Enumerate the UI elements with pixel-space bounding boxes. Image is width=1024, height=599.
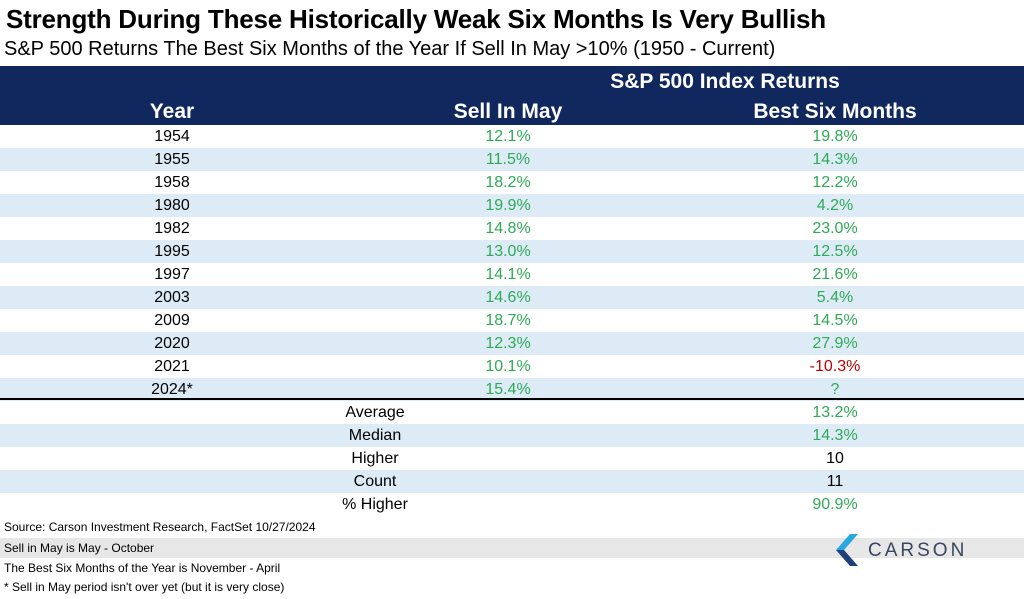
stat-value: 90.9% (812, 496, 858, 513)
sell-in-may-cell: 14.8% (485, 220, 531, 237)
sell-in-may-cell: 13.0% (485, 243, 531, 260)
stat-label: % Higher (342, 496, 408, 513)
best-six-months-cell: 4.2% (816, 197, 854, 214)
table-row: 1955 11.5% 14.3% (0, 148, 1024, 171)
table-row: 1958 18.2% 12.2% (0, 171, 1024, 194)
table-row: 2021 10.1% -10.3% (0, 355, 1024, 378)
footnote-best-six-months: The Best Six Months of the Year is Novem… (4, 561, 281, 575)
best-six-months-cell: 23.0% (812, 220, 858, 237)
year-cell: 1954 (154, 128, 190, 145)
sell-in-may-cell: 14.1% (485, 266, 531, 283)
stat-value: 13.2% (812, 404, 858, 421)
table-row: 2024* 15.4%? (0, 378, 1024, 401)
carson-logo: CARSON (828, 534, 988, 566)
sell-in-may-cell: 12.3% (485, 335, 531, 352)
group-header: S&P 500 Index Returns (610, 70, 840, 93)
sell-in-may-cell: 18.2% (485, 174, 531, 191)
year-cell: 1955 (154, 151, 190, 168)
best-six-months-cell: -10.3% (809, 358, 861, 375)
page-title: Strength During These Historically Weak … (6, 4, 826, 34)
col-header-year: Year (149, 100, 195, 123)
stat-row: Count 11 (0, 470, 1024, 493)
footer-bar (0, 538, 1024, 558)
table-row: 2003 14.6% 5.4% (0, 286, 1024, 309)
best-six-months-cell: 12.5% (812, 243, 858, 260)
best-six-months-cell: 5.4% (816, 289, 854, 306)
table-row: 1997 14.1% 21.6% (0, 263, 1024, 286)
source-note: Source: Carson Investment Research, Fact… (4, 520, 316, 534)
sell-in-may-cell: 12.1% (485, 128, 531, 145)
year-cell: 2020 (154, 335, 190, 352)
stat-label: Count (353, 473, 397, 490)
year-cell: 2009 (154, 312, 190, 329)
year-cell: 2003 (154, 289, 190, 306)
stat-row: Median 14.3% (0, 424, 1024, 447)
stat-row: % Higher 90.9% (0, 493, 1024, 516)
stat-value: 11 (826, 473, 844, 490)
page-subtitle: S&P 500 Returns The Best Six Months of t… (4, 38, 776, 60)
carson-chevron-logo-icon (836, 534, 858, 566)
best-six-months-cell: 19.8% (812, 128, 858, 145)
year-cell: 1958 (154, 174, 190, 191)
sell-in-may-cell: 11.5% (485, 151, 531, 168)
stat-label: Average (345, 404, 405, 421)
table-row: 1954 12.1% 19.8% (0, 125, 1024, 148)
col-header-best-six-months: Best Six Months (753, 100, 917, 123)
carson-wordmark: CARSON (868, 540, 968, 561)
sell-in-may-cell: 18.7% (485, 312, 531, 329)
col-header-sell-in-may: Sell In May (453, 100, 563, 123)
best-six-months-cell: 14.3% (812, 151, 858, 168)
table-divider (0, 398, 1024, 400)
year-cell: 1980 (154, 197, 190, 214)
year-cell: 1982 (154, 220, 190, 237)
stat-value: 14.3% (812, 427, 858, 444)
table-row: 2020 12.3% 27.9% (0, 332, 1024, 355)
best-six-months-cell: 14.5% (812, 312, 858, 329)
sell-in-may-cell: 19.9% (485, 197, 531, 214)
table-row: 1982 14.8% 23.0% (0, 217, 1024, 240)
footnote-sell-in-may: Sell in May is May - October (4, 541, 155, 555)
best-six-months-cell: 12.2% (812, 174, 858, 191)
table-row: 1995 13.0% 12.5% (0, 240, 1024, 263)
stat-value: 10 (826, 450, 844, 467)
stat-row: Higher 10 (0, 447, 1024, 470)
year-cell: 1997 (154, 266, 190, 283)
stat-label: Higher (351, 450, 399, 467)
sell-in-may-cell: 15.4% (485, 381, 531, 398)
table-row: 2009 18.7% 14.5% (0, 309, 1024, 332)
stat-row: Average 13.2% (0, 401, 1024, 424)
year-cell: 2021 (154, 358, 190, 375)
best-six-months-cell: ? (830, 381, 840, 398)
best-six-months-cell: 21.6% (812, 266, 858, 283)
best-six-months-cell: 27.9% (812, 335, 858, 352)
sell-in-may-cell: 10.1% (485, 358, 531, 375)
table-header: S&P 500 Index Returns Year Sell In May B… (0, 66, 1024, 125)
stat-label: Median (348, 427, 402, 444)
footnote-asterisk: * Sell in May period isn't over yet (but… (4, 580, 285, 594)
table-row: 1980 19.9% 4.2% (0, 194, 1024, 217)
year-cell: 2024* (151, 381, 193, 398)
sell-in-may-cell: 14.6% (485, 289, 531, 306)
year-cell: 1995 (154, 243, 190, 260)
